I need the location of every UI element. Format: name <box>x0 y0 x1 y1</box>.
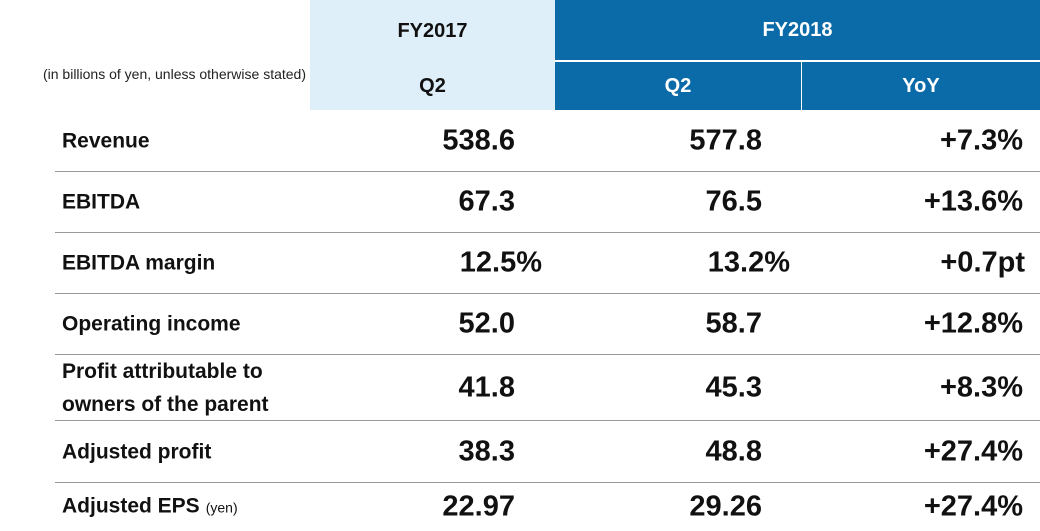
row-label: EBITDA <box>62 186 312 219</box>
row-label-text: Revenue <box>62 129 150 152</box>
table-row: Operating income 52.0 58.7 +12.8% <box>55 294 1040 355</box>
fy2017-header: FY2017 <box>310 0 555 62</box>
cell-value: +0.7pt <box>940 246 1025 279</box>
row-label-text: Operating income <box>62 312 241 336</box>
cell-value: +13.6% <box>923 185 1023 218</box>
table-row: EBITDA 67.3 76.5 +13.6% <box>55 172 1040 233</box>
table-row: Adjusted EPS (yen) 22.97 29.26 +27.4% <box>55 483 1040 531</box>
cell-value: +27.4% <box>923 490 1023 523</box>
table-row: EBITDA margin 12.5% 13.2% +0.7pt <box>55 233 1040 294</box>
cell-value: +27.4% <box>923 435 1023 467</box>
cell-value: 58.7 <box>705 307 762 340</box>
table-row: Adjusted profit 38.3 48.8 +27.4% <box>55 421 1040 483</box>
fy2018-q-header: Q2 <box>555 62 802 110</box>
cell-value: 29.26 <box>689 490 762 523</box>
cell-value: 45.3 <box>705 371 762 403</box>
row-label-text: EBITDA margin <box>62 251 216 275</box>
fy2017-q-header: Q2 <box>310 62 555 110</box>
cell-value: 67.3 <box>458 185 515 218</box>
row-label: EBITDA margin <box>62 247 312 280</box>
row-label: Revenue <box>62 124 312 157</box>
cell-value: 48.8 <box>705 435 762 467</box>
row-label: Adjusted profit <box>62 435 312 468</box>
row-label: Profit attributable to owners of the par… <box>62 355 312 421</box>
cell-value: 52.0 <box>458 307 515 340</box>
table-row: Profit attributable to owners of the par… <box>55 355 1040 421</box>
row-label: Adjusted EPS (yen) <box>62 490 312 525</box>
row-label-text: Profit attributable to owners of the par… <box>62 359 269 416</box>
cell-value: +8.3% <box>939 371 1023 403</box>
table-row: Revenue 538.6 577.8 +7.3% <box>55 110 1040 172</box>
cell-value: 577.8 <box>689 124 762 156</box>
cell-value: 38.3 <box>458 435 515 467</box>
cell-value: 22.97 <box>442 490 515 523</box>
fy2018-header: FY2018 <box>555 0 1040 61</box>
cell-value: 41.8 <box>458 371 515 403</box>
row-label-text: Adjusted EPS <box>62 494 200 518</box>
row-label: Operating income <box>62 308 312 341</box>
cell-value: +12.8% <box>923 307 1023 340</box>
cell-value: +7.3% <box>939 124 1023 156</box>
cell-value: 76.5 <box>705 185 762 218</box>
row-label-text: Adjusted profit <box>62 440 212 463</box>
unit-note: (in billions of yen, unless otherwise st… <box>42 66 306 82</box>
cell-value: 13.2% <box>707 246 790 279</box>
yoy-header: YoY <box>802 62 1040 110</box>
row-unit: (yen) <box>205 499 238 516</box>
row-label-text: EBITDA <box>62 190 141 214</box>
cell-value: 538.6 <box>442 124 515 156</box>
cell-value: 12.5% <box>459 246 542 279</box>
